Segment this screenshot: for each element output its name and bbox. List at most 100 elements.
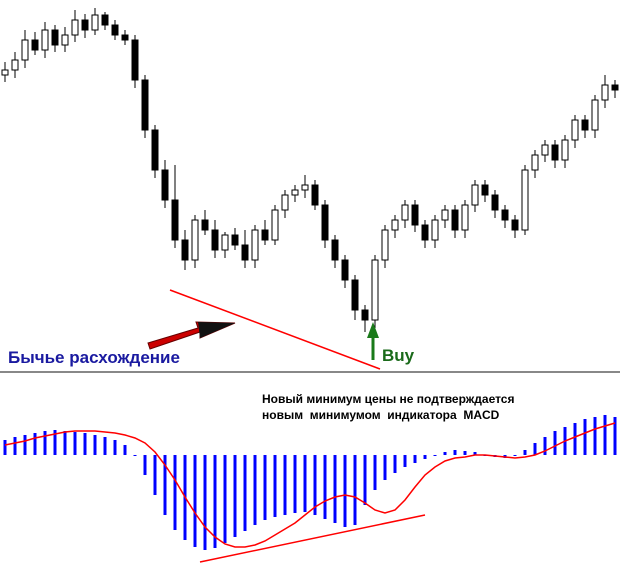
histogram-bar [243,455,247,531]
candle-body [201,219,209,231]
candle-body [111,24,119,36]
candle-body [301,184,309,191]
candle-body [161,169,169,201]
candle-body [481,184,489,196]
histogram-bar [43,431,47,455]
histogram-bar [383,455,387,480]
candle-body [71,19,79,36]
histogram-bar [153,455,157,495]
histogram-bar [553,431,557,455]
histogram-bar [33,433,37,455]
candle-body [511,219,519,231]
candle-body [581,119,589,131]
candle-body [211,229,219,251]
histogram-bar [363,455,367,505]
histogram-bar [323,455,327,519]
histogram-bar [23,435,27,455]
histogram-bar [263,455,267,520]
candle-body [601,84,609,101]
candle-body [131,39,139,81]
candle-body [51,29,59,46]
histogram-bar [303,455,307,512]
histogram-bar [83,433,87,455]
candle-body [171,199,179,241]
histogram-bar [343,455,347,527]
histogram-bar [293,455,297,513]
candle-body [91,14,99,31]
candle-body [541,144,549,156]
candle-body [231,234,239,246]
histogram-bar [593,417,597,455]
candle-body [461,204,469,231]
note-line-2: новым минимумом индикатора MACD [262,408,500,422]
histogram-bar [213,455,217,548]
candle-body [401,204,409,221]
candle-body [521,169,529,231]
candle-body [391,219,399,231]
price-divergence-line [169,289,381,370]
histogram-bar [403,455,407,467]
candle-body [551,144,559,161]
candle-body [31,39,39,51]
histogram-bar [393,455,397,473]
histogram-bar [453,450,457,455]
histogram-bar [13,437,17,455]
candle-body [151,129,159,171]
histogram-bar [443,452,447,455]
signal-line [4,422,616,548]
candle-body [281,194,289,211]
candle-body [451,209,459,231]
buy-arrow-head [367,322,379,338]
histogram-bar [63,431,67,455]
candle-body [41,29,49,51]
candle-body [121,34,129,41]
candle-body [321,204,329,241]
histogram-bar [513,455,517,456]
histogram-bar [413,455,417,463]
candle-body [501,209,509,221]
histogram-bar [463,451,467,455]
candle-body [331,239,339,261]
histogram-bar [223,455,227,543]
price-panel [1,8,619,332]
histogram-bar [523,450,527,455]
candle-body [61,34,69,46]
histogram-bar [613,417,617,455]
histogram-bar [433,455,437,456]
histogram-bar [233,455,237,537]
candle-body [611,84,619,91]
macd-divergence-line [199,514,426,563]
histogram-bar [203,455,207,550]
candle-body [561,139,569,161]
candle-body [361,309,369,321]
histogram-bar [573,423,577,455]
candle-body [271,209,279,241]
histogram-bar [373,455,377,490]
histogram-bar [423,455,427,459]
candle-body [181,239,189,261]
candle-body [241,244,249,261]
buy-label: Buy [382,346,415,365]
histogram-bar [283,455,287,515]
divergence-label: Бычье расхождение [8,348,180,367]
candle-body [1,69,9,76]
candle-body [341,259,349,281]
candle-body [591,99,599,131]
candle-body [311,184,319,206]
candle-body [531,154,539,171]
candle-body [191,219,199,261]
histogram-bar [313,455,317,515]
candle-body [491,194,499,211]
candle-body [371,259,379,321]
candle-body [261,229,269,241]
candle-body [21,39,29,61]
histogram-bar [333,455,337,523]
candle-body [421,224,429,241]
candle-body [471,184,479,206]
candle-body [81,19,89,31]
candle-body [251,229,259,261]
histogram-bar [73,432,77,455]
candle-body [381,229,389,261]
